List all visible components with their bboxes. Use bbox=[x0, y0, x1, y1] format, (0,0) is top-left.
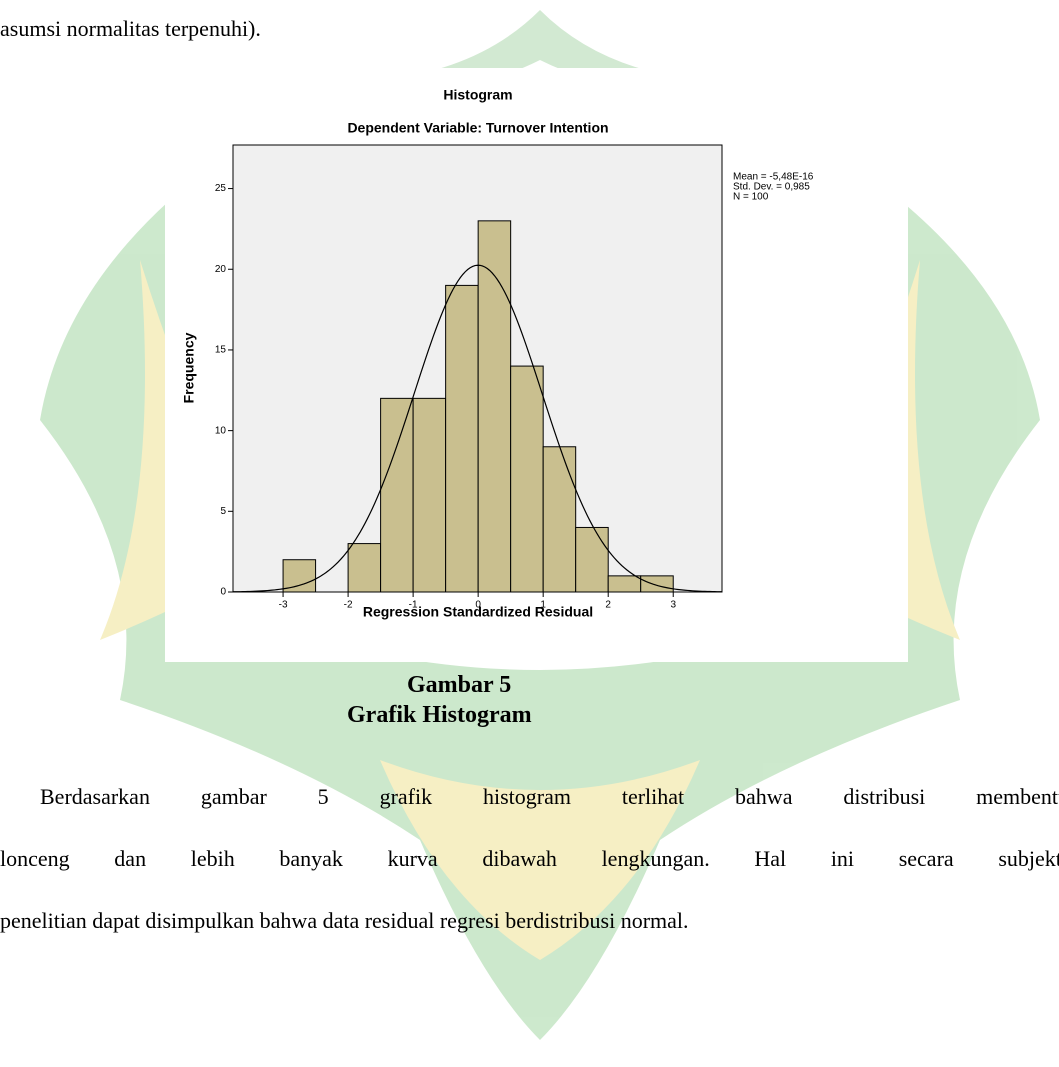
paragraph-line: penelitian dapat disimpulkan bahwa data … bbox=[0, 908, 689, 934]
paragraph-line: Berdasarkan gambar 5 grafik histogram te… bbox=[40, 784, 1059, 810]
y-tick-label: 10 bbox=[215, 425, 227, 436]
chart-subtitle: Dependent Variable: Turnover Intention bbox=[347, 120, 608, 136]
intro-line: asumsi normalitas terpenuhi). bbox=[0, 16, 261, 42]
x-tick-label: -2 bbox=[344, 600, 353, 611]
stats-label: N = 100 bbox=[733, 192, 769, 203]
bar bbox=[543, 447, 576, 592]
document-page: asumsi normalitas terpenuhi). Histogram … bbox=[0, 0, 1059, 1067]
bar bbox=[641, 576, 674, 592]
y-tick-label: 15 bbox=[215, 345, 227, 356]
caption-number: Gambar 5 bbox=[407, 672, 511, 699]
bar bbox=[348, 544, 381, 592]
x-tick-label: -3 bbox=[279, 600, 288, 611]
y-tick-label: 20 bbox=[215, 264, 227, 275]
y-tick-label: 5 bbox=[220, 506, 226, 517]
y-tick-label: 25 bbox=[215, 183, 227, 194]
paragraph-line: lonceng dan lebih banyak kurva dibawah l… bbox=[0, 846, 1059, 872]
y-tick-label: 0 bbox=[220, 587, 226, 598]
chart-title: Histogram bbox=[443, 87, 512, 103]
bar bbox=[608, 576, 641, 592]
y-axis-label: Frequency bbox=[181, 332, 197, 403]
bar bbox=[381, 398, 414, 592]
bar bbox=[511, 366, 544, 592]
x-tick-label: 2 bbox=[605, 600, 611, 611]
x-tick-label: 3 bbox=[670, 600, 676, 611]
histogram-chart: Histogram Dependent Variable: Turnover I… bbox=[165, 68, 908, 662]
bar bbox=[283, 560, 316, 592]
bar bbox=[576, 527, 609, 592]
caption-title: Grafik Histogram bbox=[347, 702, 532, 729]
bar bbox=[446, 285, 479, 592]
bar bbox=[413, 398, 446, 592]
x-tick-label: -1 bbox=[409, 600, 418, 611]
x-tick-label: 1 bbox=[540, 600, 546, 611]
x-tick-label: 0 bbox=[475, 600, 481, 611]
